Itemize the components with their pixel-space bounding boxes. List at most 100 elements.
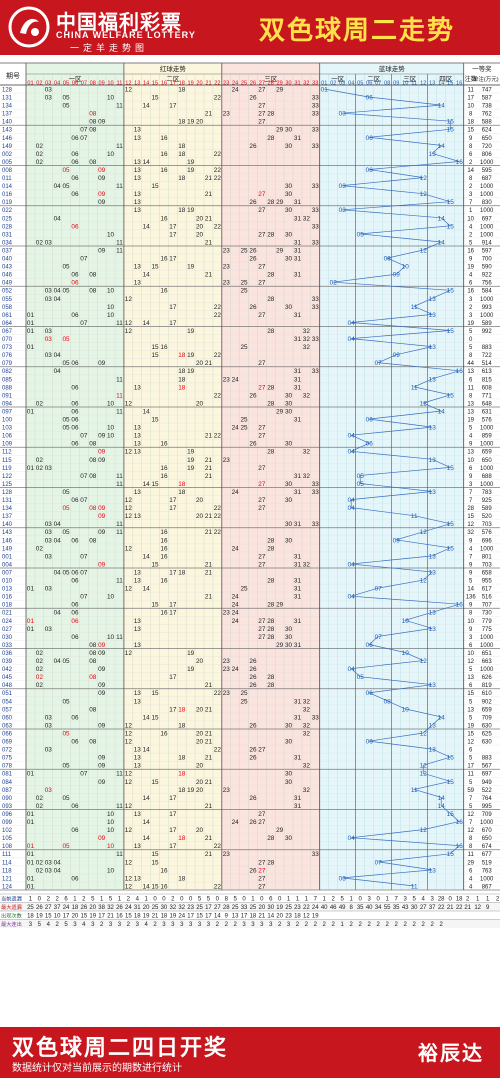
stats-blue-value: 2 bbox=[368, 922, 372, 928]
red-ball-number: 25 bbox=[240, 288, 248, 295]
stats-red-value: 18 bbox=[161, 914, 168, 920]
red-ball-number: 03 bbox=[45, 296, 53, 303]
red-ball-number: 04 bbox=[54, 521, 62, 528]
red-ball-number: 27 bbox=[258, 811, 266, 818]
prize-count-cell: 2 bbox=[469, 184, 473, 190]
stats-red-value: 1 bbox=[29, 897, 33, 903]
red-ball-number: 05 bbox=[62, 730, 70, 737]
red-ball-number: 09 bbox=[98, 360, 106, 367]
blue-ball-number: 02 bbox=[330, 280, 338, 287]
period-cell: 064 bbox=[2, 321, 13, 327]
red-ball-number: 31 bbox=[294, 272, 302, 279]
blue-ball-number: 12 bbox=[420, 771, 428, 778]
red-number-header: 23 bbox=[223, 81, 229, 87]
stats-red-value: 33 bbox=[241, 905, 248, 911]
red-ball-number: 27 bbox=[258, 875, 266, 882]
red-ball-number: 21 bbox=[205, 739, 213, 746]
blue-ball-number: 04 bbox=[348, 320, 356, 327]
red-number-header: 08 bbox=[90, 81, 96, 87]
blue-ball-number: 10 bbox=[402, 706, 410, 713]
blue-ball-number: 13 bbox=[429, 425, 437, 432]
red-number-header: 32 bbox=[303, 81, 309, 87]
red-ball-number: 08 bbox=[89, 457, 97, 464]
red-ball-number: 11 bbox=[116, 183, 123, 190]
prize-amount-cell: 1000 bbox=[480, 426, 494, 432]
stats-red-value: 25 bbox=[232, 905, 239, 911]
red-ball-number: 19 bbox=[187, 787, 195, 794]
red-ball-number: 25 bbox=[240, 344, 248, 351]
red-ball-number: 12 bbox=[125, 296, 133, 303]
prize-count-header: 注数 bbox=[465, 75, 477, 83]
blue-ball-number: 15 bbox=[447, 811, 455, 818]
red-ball-number: 11 bbox=[116, 521, 123, 528]
red-ball-number: 08 bbox=[89, 505, 97, 512]
blue-zone-header: 一区 bbox=[331, 75, 345, 83]
period-cell: 143 bbox=[2, 128, 13, 134]
blue-ball-number: 04 bbox=[348, 561, 356, 568]
red-ball-number: 03 bbox=[45, 239, 53, 246]
red-ball-number: 14 bbox=[143, 883, 151, 890]
prize-amount-cell: 587 bbox=[482, 96, 493, 102]
period-cell: 043 bbox=[2, 265, 13, 271]
red-ball-number: 06 bbox=[71, 875, 79, 882]
prize-amount-cell: 992 bbox=[482, 329, 493, 335]
red-ball-number: 31 bbox=[294, 417, 302, 424]
prize-count-cell: 19 bbox=[467, 418, 474, 424]
red-ball-number: 29 bbox=[276, 247, 284, 254]
prize-count-cell: 4 bbox=[469, 224, 473, 230]
period-cell: 093 bbox=[2, 804, 13, 810]
red-ball-number: 12 bbox=[125, 827, 133, 834]
prize-amount-cell: 630 bbox=[482, 723, 493, 729]
stats-red-value: 25 bbox=[196, 905, 203, 911]
red-ball-number: 06 bbox=[71, 159, 79, 166]
red-ball-number: 17 bbox=[169, 602, 177, 609]
red-ball-number: 17 bbox=[169, 231, 177, 238]
red-ball-number: 15 bbox=[151, 183, 159, 190]
red-ball-number: 16 bbox=[160, 610, 168, 617]
stats-red-value: 19 bbox=[170, 914, 177, 920]
red-number-header: 29 bbox=[277, 81, 283, 87]
red-ball-number: 10 bbox=[107, 811, 115, 818]
stats-blue-value: 49 bbox=[339, 905, 346, 911]
blue-ball-number: 15 bbox=[447, 465, 455, 472]
prize-amount-cell: 1000 bbox=[480, 442, 494, 448]
red-ball-number: 08 bbox=[89, 674, 97, 681]
red-ball-number: 02 bbox=[36, 859, 44, 866]
blue-ball-number: 06 bbox=[366, 642, 374, 649]
prize-amount-cell: 674 bbox=[482, 844, 493, 850]
stats-extra-value: 12 bbox=[474, 905, 481, 911]
red-ball-number: 13 bbox=[134, 811, 142, 818]
period-cell: 109 bbox=[2, 442, 13, 448]
red-ball-number: 06 bbox=[71, 618, 79, 625]
red-ball-number: 27 bbox=[258, 819, 266, 826]
red-ball-number: 17 bbox=[169, 304, 177, 311]
red-ball-number: 33 bbox=[312, 143, 320, 150]
prize-count-cell: 8 bbox=[469, 176, 473, 182]
red-ball-number: 01 bbox=[27, 875, 35, 882]
prize-amount-cell: 670 bbox=[482, 828, 493, 834]
red-ball-number: 11 bbox=[116, 143, 123, 150]
period-cell: 125 bbox=[2, 482, 13, 488]
prize-amount-cell: 1000 bbox=[480, 232, 494, 238]
stats-red-value: 4 bbox=[136, 897, 140, 903]
prize-count-cell: 5 bbox=[469, 756, 473, 762]
stats-red-value: 2 bbox=[171, 897, 175, 903]
stats-red-value: 15 bbox=[81, 914, 88, 920]
red-ball-number: 09 bbox=[98, 433, 106, 440]
red-ball-number: 30 bbox=[285, 779, 293, 786]
red-ball-number: 14 bbox=[143, 408, 151, 415]
stats-red-value: 38 bbox=[98, 905, 105, 911]
period-cell: 028 bbox=[2, 224, 13, 230]
prize-count-cell: 4 bbox=[469, 876, 473, 882]
red-ball-number: 03 bbox=[45, 867, 53, 874]
stats-red-value: 17 bbox=[241, 914, 248, 920]
stats-red-value: 23 bbox=[285, 914, 292, 920]
prize-amount-cell: 764 bbox=[482, 796, 493, 802]
red-ball-number: 01 bbox=[27, 859, 35, 866]
red-ball-number: 23 bbox=[223, 851, 231, 858]
stats-blue-value: 2 bbox=[323, 922, 327, 928]
red-ball-number: 21 bbox=[205, 215, 213, 222]
red-ball-number: 04 bbox=[54, 610, 62, 617]
prize-count-cell: 11 bbox=[468, 385, 475, 391]
red-ball-number: 27 bbox=[258, 360, 266, 367]
